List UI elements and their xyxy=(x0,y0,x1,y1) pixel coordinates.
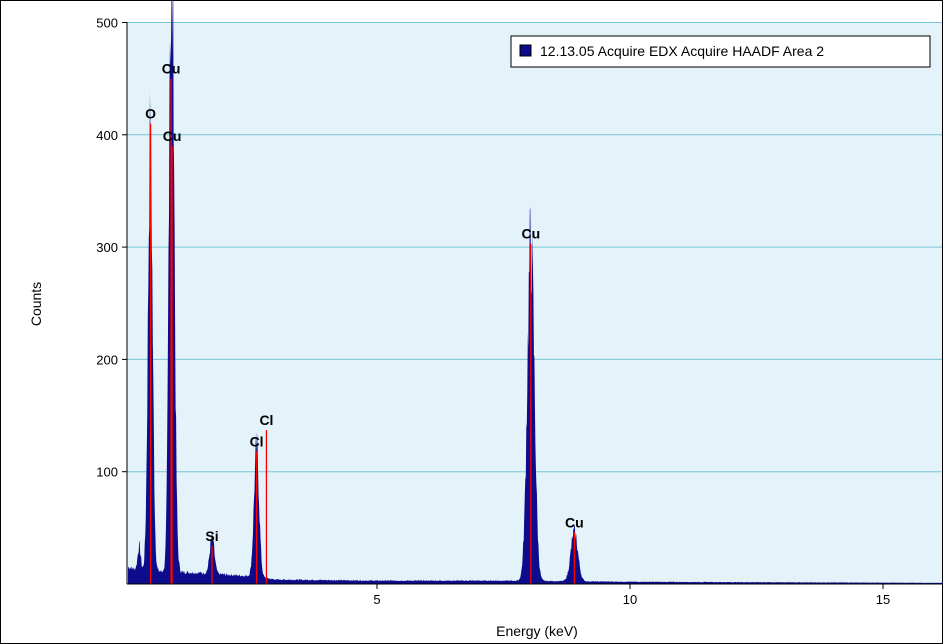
y-axis-ticks: 100 200 300 400 500 xyxy=(96,16,127,480)
gridlines xyxy=(127,22,942,473)
peak-markers xyxy=(149,78,575,584)
series-spectrum-area xyxy=(128,0,943,584)
y-axis-title: Counts xyxy=(28,282,44,326)
peak-label-cl-4: Cl xyxy=(250,433,264,449)
x-tick-label-10: 10 xyxy=(623,592,637,607)
y-tick-label-300: 300 xyxy=(96,240,118,255)
x-tick-label-15: 15 xyxy=(876,592,890,607)
y-tick-label-500: 500 xyxy=(96,16,118,31)
x-axis-ticks: 5 10 15 xyxy=(373,584,890,607)
peak-label-cu-1: Cu xyxy=(162,61,181,77)
peak-label-cu-6: Cu xyxy=(521,226,540,242)
legend-swatch xyxy=(519,44,532,57)
peak-label-cu-2: Cu xyxy=(163,128,182,144)
y-tick-label-200: 200 xyxy=(96,352,118,367)
peak-label-si-3: Si xyxy=(205,528,218,544)
y-tick-label-100: 100 xyxy=(96,465,118,480)
legend-label: 12.13.05 Acquire EDX Acquire HAADF Area … xyxy=(540,43,824,59)
peak-labels: O Cu Cu Si Cl Cl Cu Cu xyxy=(145,61,584,544)
peak-label-o-0: O xyxy=(145,106,156,122)
legend-box xyxy=(510,35,931,68)
peak-label-cl-5: Cl xyxy=(259,412,273,428)
legend: 12.13.05 Acquire EDX Acquire HAADF Area … xyxy=(510,35,931,68)
x-axis-title: Energy (keV) xyxy=(496,623,578,639)
peak-label-cu-7: Cu xyxy=(565,514,584,530)
x-tick-label-5: 5 xyxy=(373,592,380,607)
y-tick-label-400: 400 xyxy=(96,128,118,143)
